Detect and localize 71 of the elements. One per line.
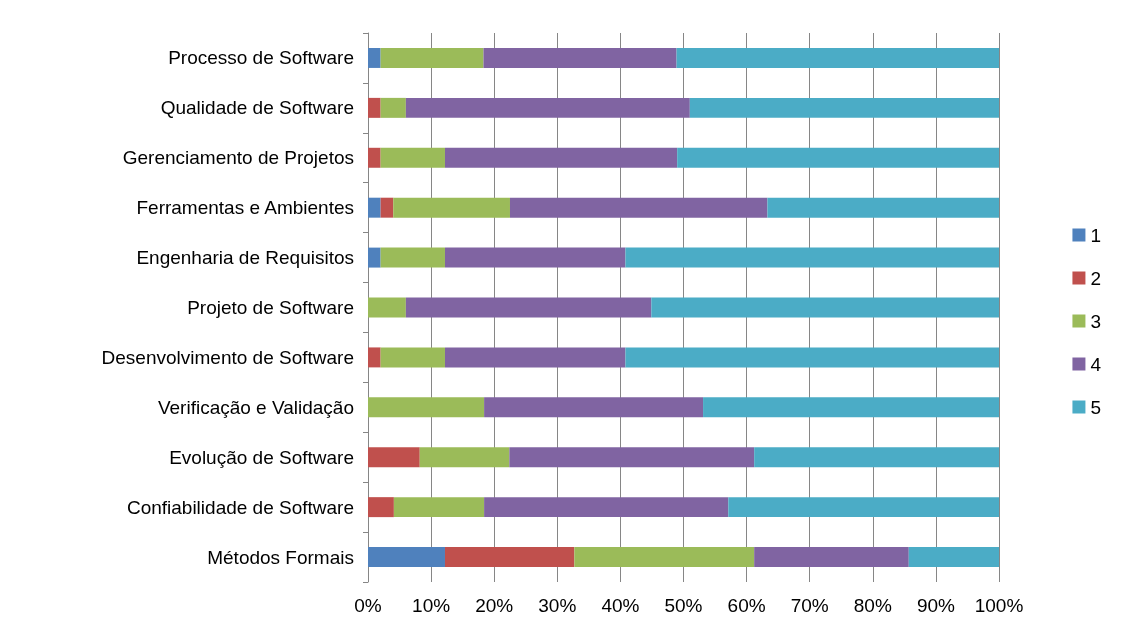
legend-label: 3 bbox=[1090, 310, 1102, 332]
legend-label: 5 bbox=[1090, 396, 1102, 418]
bar bbox=[484, 397, 704, 418]
bar bbox=[368, 397, 485, 418]
y-tick-label: Qualidade de Software bbox=[160, 97, 354, 119]
bar bbox=[405, 97, 690, 118]
bar bbox=[368, 97, 381, 118]
bar bbox=[368, 447, 420, 468]
bar bbox=[380, 197, 394, 218]
bar bbox=[368, 347, 381, 368]
bar bbox=[380, 97, 406, 118]
bar bbox=[380, 247, 445, 268]
y-tick-label: Verificação e Validação bbox=[157, 396, 354, 418]
y-tick-label: Confiabilidade de Software bbox=[126, 496, 354, 518]
bar bbox=[689, 97, 999, 118]
bar bbox=[703, 397, 999, 418]
bar bbox=[380, 147, 445, 168]
bar bbox=[419, 447, 510, 468]
bar bbox=[625, 247, 999, 268]
x-tick-label: 50% bbox=[664, 595, 703, 616]
x-tick-label: 100% bbox=[974, 595, 1024, 616]
bar bbox=[368, 497, 394, 518]
x-tick-label: 40% bbox=[601, 595, 640, 616]
y-tick-label: Evolução de Software bbox=[169, 446, 354, 468]
bar bbox=[483, 47, 677, 68]
x-tick-label: 30% bbox=[538, 595, 577, 616]
bar bbox=[574, 547, 755, 568]
bar bbox=[767, 197, 999, 218]
bar bbox=[393, 497, 485, 518]
bar bbox=[368, 197, 381, 218]
bar bbox=[405, 297, 652, 318]
bar bbox=[509, 197, 768, 218]
y-tick-label: Engenharia de Requisitos bbox=[136, 247, 354, 269]
bar bbox=[509, 447, 755, 468]
bar bbox=[625, 347, 999, 368]
bar bbox=[368, 547, 445, 568]
bar bbox=[908, 547, 999, 568]
y-tick-label: Métodos Formais bbox=[207, 546, 354, 568]
bar bbox=[677, 147, 999, 168]
y-tick-label: Ferramentas e Ambientes bbox=[136, 197, 354, 219]
x-tick-label: 90% bbox=[916, 595, 956, 616]
legend-label: 2 bbox=[1090, 267, 1102, 289]
bar bbox=[728, 497, 999, 518]
bar bbox=[754, 447, 999, 468]
bar bbox=[368, 297, 406, 318]
bar bbox=[380, 47, 484, 68]
bar bbox=[368, 247, 381, 268]
bar bbox=[444, 547, 575, 568]
x-tick-label: 70% bbox=[790, 595, 829, 616]
bar bbox=[754, 547, 909, 568]
x-tick-label: 20% bbox=[475, 595, 514, 616]
bar bbox=[484, 497, 729, 518]
bar bbox=[393, 197, 510, 218]
bar bbox=[444, 247, 626, 268]
bar bbox=[444, 147, 678, 168]
bar bbox=[676, 47, 999, 68]
legend-label: 1 bbox=[1090, 224, 1102, 246]
bar bbox=[444, 347, 626, 368]
bar bbox=[651, 297, 999, 318]
x-tick-label: 60% bbox=[727, 595, 766, 616]
y-tick-label: Desenvolvimento de Software bbox=[101, 346, 354, 368]
bar bbox=[368, 147, 381, 168]
x-tick-label: 10% bbox=[412, 595, 451, 616]
x-tick-label: 80% bbox=[853, 595, 892, 616]
y-tick-label: Projeto de Software bbox=[187, 297, 354, 318]
legend-label: 4 bbox=[1090, 353, 1102, 375]
y-tick-label: Gerenciamento de Projetos bbox=[122, 147, 354, 169]
x-tick-label: 0% bbox=[354, 595, 382, 616]
y-tick-label: Processo de Software bbox=[168, 47, 354, 69]
bar bbox=[368, 47, 381, 68]
bar bbox=[380, 347, 445, 368]
